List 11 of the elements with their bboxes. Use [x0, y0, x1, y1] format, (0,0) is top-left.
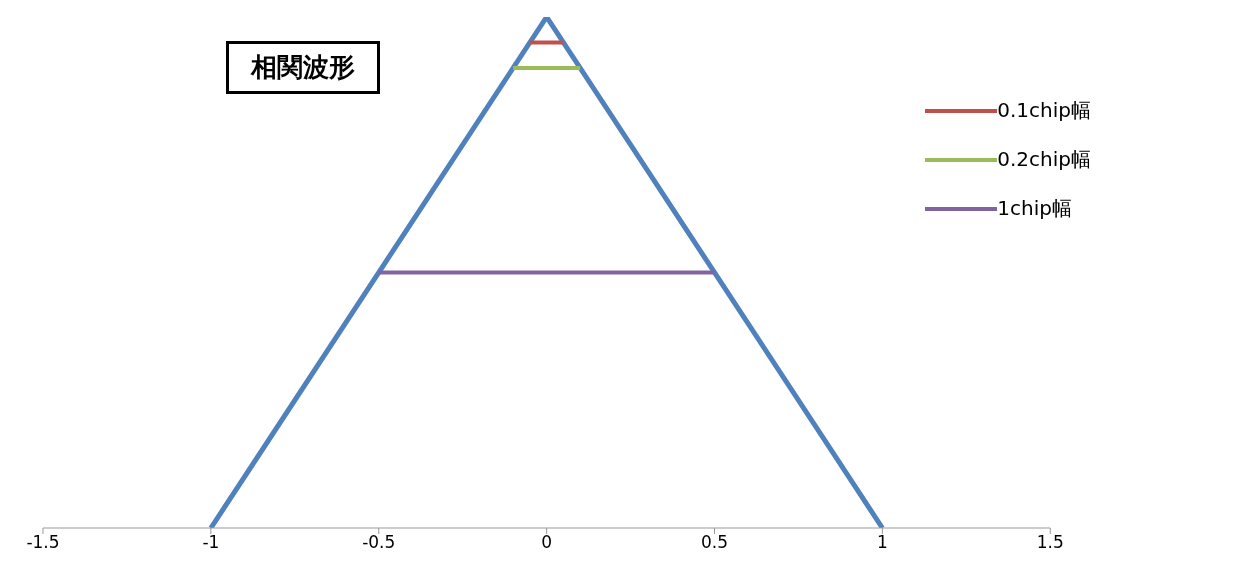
x-tick-label: -0.5 — [362, 532, 396, 553]
x-tick-label: -1 — [202, 532, 220, 553]
legend-label: 1chip幅 — [997, 195, 1072, 222]
x-tick-label: 0 — [541, 532, 553, 553]
legend-label: 0.2chip幅 — [997, 146, 1091, 173]
legend-label: 0.1chip幅 — [997, 97, 1091, 124]
x-tick-label: 1.5 — [1036, 532, 1064, 553]
x-tick-label: 0.5 — [700, 532, 729, 553]
text: 相関波形 — [226, 41, 380, 94]
x-tick-label: 1 — [876, 532, 888, 553]
x-tick-label: -1.5 — [26, 532, 60, 553]
